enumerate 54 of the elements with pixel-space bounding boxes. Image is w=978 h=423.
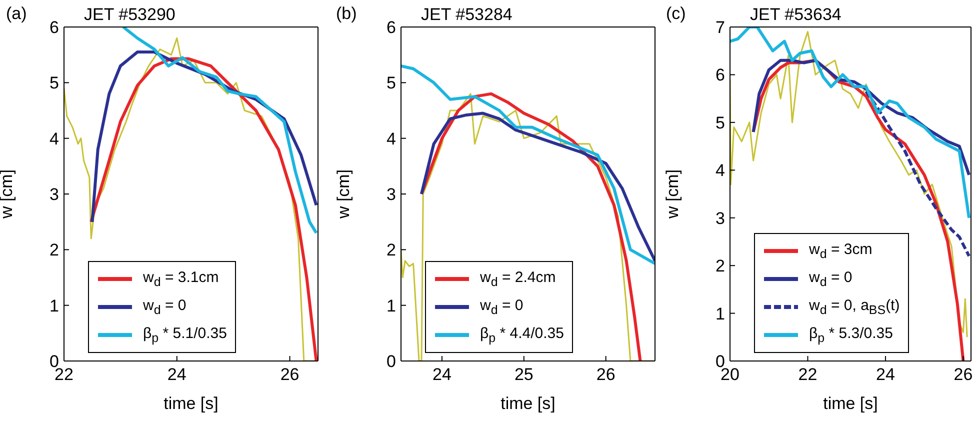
y-tick-label: 5 [50,74,59,93]
x-axis-title: time [s] [164,394,218,413]
x-tick-label: 26 [280,365,300,384]
x-tick-label: 25 [514,365,534,384]
line-series [401,64,655,266]
y-axis-title: w [cm] [663,169,682,220]
text: (b) [336,4,357,24]
y-tick-label: 2 [716,256,725,276]
legend-label: w$_{d}$ = 2.4cm [480,269,556,289]
legend-label: w$_{d}$ = 0 [480,297,524,317]
y-tick-label: 5 [386,74,396,93]
y-axis-title: w [cm] [334,169,354,220]
x-tick-label: 24 [876,365,895,384]
y-tick-label: 3 [386,185,396,204]
line-series [122,27,318,234]
legend-label: β$_{p}$ * 5.1/0.35 [143,325,227,345]
y-tick-label: 4 [716,161,725,180]
x-tick-label: 24 [432,365,452,384]
legend-label: β$_{p}$ * 5.3/0.35 [809,325,893,345]
y-tick-label: 6 [386,18,396,38]
y-tick-label: 3 [50,185,59,204]
text: (c) [666,4,686,24]
y-tick-label: 5 [716,113,725,132]
legend-label: β$_{p}$ * 4.4/0.35 [480,325,564,345]
x-axis-title: time [s] [823,394,878,413]
x-tick-label: 24 [167,365,186,384]
chart-title: JET #53284 [421,5,512,24]
line-series [90,57,318,361]
y-tick-label: 1 [716,304,725,324]
x-axis-title: time [s] [500,394,556,413]
y-tick-label: 0 [386,352,396,372]
y-tick-label: 2 [386,240,396,260]
y-tick-label: 2 [50,240,59,260]
y-tick-label: 4 [50,129,59,148]
y-axis-title: w [cm] [0,169,16,220]
text: (a) [6,4,27,24]
x-tick-label: 22 [798,365,818,384]
legend-label: w$_{d}$ = 0, a$_{BS}$(t) [809,297,900,317]
y-tick-label: 7 [716,18,725,38]
y-tick-label: 1 [50,296,59,316]
chart-title: JET #53290 [84,5,176,24]
x-tick-label: 26 [954,365,973,384]
legend-label: w$_{d}$ = 0 [809,269,852,289]
y-tick-label: 4 [386,129,396,148]
y-tick-label: 6 [716,66,725,85]
legend-label: w$_{d}$ = 0 [143,297,186,317]
line-series [420,112,655,262]
x-tick-label: 26 [596,365,616,384]
y-tick-label: 1 [386,296,396,316]
legend-label: w$_{d}$ = 3cm [809,241,872,261]
y-tick-label: 3 [716,208,725,228]
legend-label: w$_{d}$ = 3.1cm [143,269,219,289]
y-tick-label: 6 [50,18,59,38]
chart-title: JET #53634 [750,5,842,24]
